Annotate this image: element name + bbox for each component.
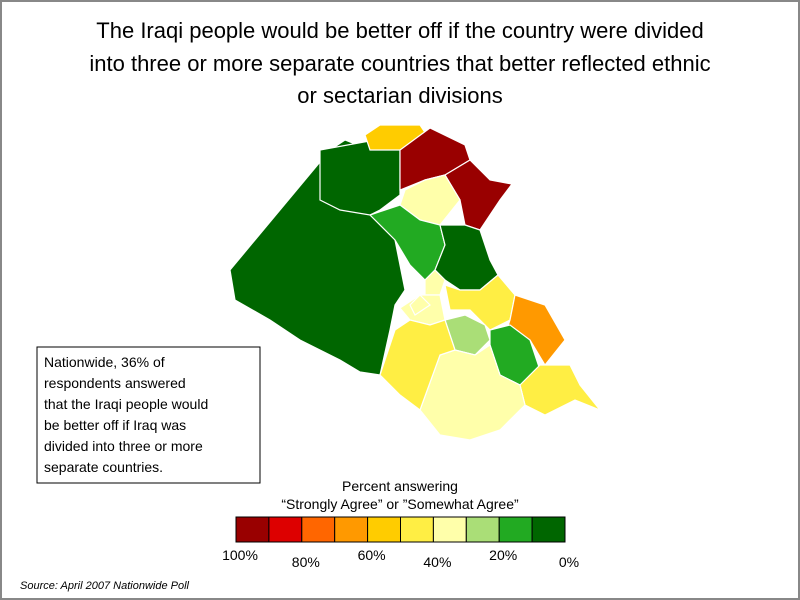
note-line: respondents answered xyxy=(44,375,186,391)
map xyxy=(229,124,602,441)
legend-swatch xyxy=(498,516,533,543)
note-line: divided into three or more xyxy=(44,438,203,454)
legend-title-line: “Strongly Agree” or ”Somewhat Agree” xyxy=(281,496,519,512)
legend-label: 80% xyxy=(292,554,320,570)
note-line: separate countries. xyxy=(44,459,163,475)
legend-label: 100% xyxy=(222,547,258,563)
province xyxy=(409,294,431,316)
title-line: The Iraqi people would be better off if … xyxy=(96,18,703,43)
note-line: be better off if Iraq was xyxy=(44,417,186,433)
source: Source: April 2007 Nationwide Poll xyxy=(20,580,190,592)
legend-swatch xyxy=(334,516,369,543)
legend-swatch xyxy=(531,516,566,543)
legend-title-line: Percent answering xyxy=(342,478,458,494)
legend-label: 40% xyxy=(423,554,451,570)
province xyxy=(444,159,514,231)
legend-swatch xyxy=(465,516,500,543)
legend-swatch xyxy=(400,516,434,543)
title-line: into three or more separate countries th… xyxy=(89,51,710,76)
province xyxy=(424,269,446,296)
legend-swatch xyxy=(367,516,402,543)
legend-label: 60% xyxy=(358,547,386,563)
legend-swatch xyxy=(268,516,303,543)
province xyxy=(379,319,456,411)
legend-label: 20% xyxy=(489,547,517,563)
legend-swatch xyxy=(235,516,270,543)
legend-label: 0% xyxy=(559,554,579,570)
note-line: Nationwide, 36% of xyxy=(44,354,165,370)
note-line: that the Iraqi people would xyxy=(44,396,208,412)
province xyxy=(504,294,566,367)
note-box xyxy=(36,346,261,484)
title: The Iraqi people would be better off if … xyxy=(89,18,710,108)
legend-title: Percent answering “Strongly Agree” or ”S… xyxy=(281,478,519,512)
title-line: or sectarian divisions xyxy=(297,83,502,108)
note: Nationwide, 36% of respondents answered … xyxy=(44,354,208,475)
province xyxy=(319,139,401,216)
legend: 100% 80% 60% 40% 20% 0% xyxy=(222,516,579,570)
legend-swatch xyxy=(432,516,467,543)
legend-swatch xyxy=(301,516,336,543)
